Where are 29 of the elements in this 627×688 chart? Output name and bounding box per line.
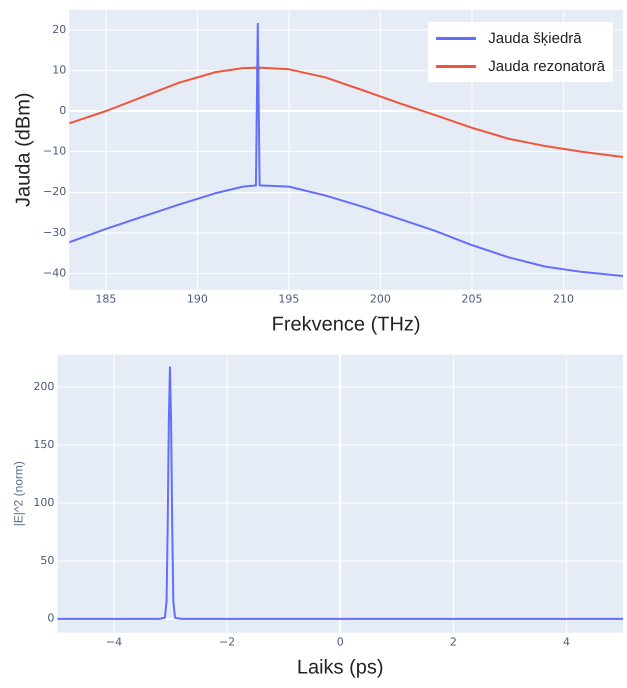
x-axis-title: Frekvence (THz) [272,314,421,336]
x-tick-label: 2 [450,635,457,648]
y-tick-label: 10 [52,63,66,76]
x-tick-label: 190 [186,292,208,306]
y-tick-label: 100 [33,496,54,509]
y-axis-title: |E|^2 (norm) [12,461,26,526]
x-tick-label: 185 [95,292,116,306]
x-tick-label: −2 [218,635,236,648]
y-tick-label: 20 [52,22,66,36]
x-axis-title: Laiks (ps) [296,656,384,679]
x-tick-label: 200 [370,292,391,306]
y-tick-label: −40 [42,266,66,280]
x-tick-label: 4 [562,635,570,648]
y-tick-label: −30 [42,226,66,239]
y-tick-label: −20 [42,185,66,198]
y-tick-label: 0 [59,104,66,117]
x-tick-label: −4 [106,635,122,648]
legend-label: Jauda šķiedrā [488,30,582,46]
x-tick-label: 205 [461,292,482,306]
y-axis-title: Jauda (dBm) [12,92,35,207]
x-tick-label: 210 [553,292,574,306]
x-tick-label: 195 [278,292,300,306]
x-tick-label: 0 [336,635,344,648]
y-tick-label: −10 [42,144,66,158]
y-tick-label: 200 [33,380,54,393]
y-tick-label: 50 [40,554,54,567]
y-tick-label: 150 [33,438,54,451]
y-tick-label: 0 [47,612,54,625]
legend-label: Jauda rezonatorā [488,58,605,74]
